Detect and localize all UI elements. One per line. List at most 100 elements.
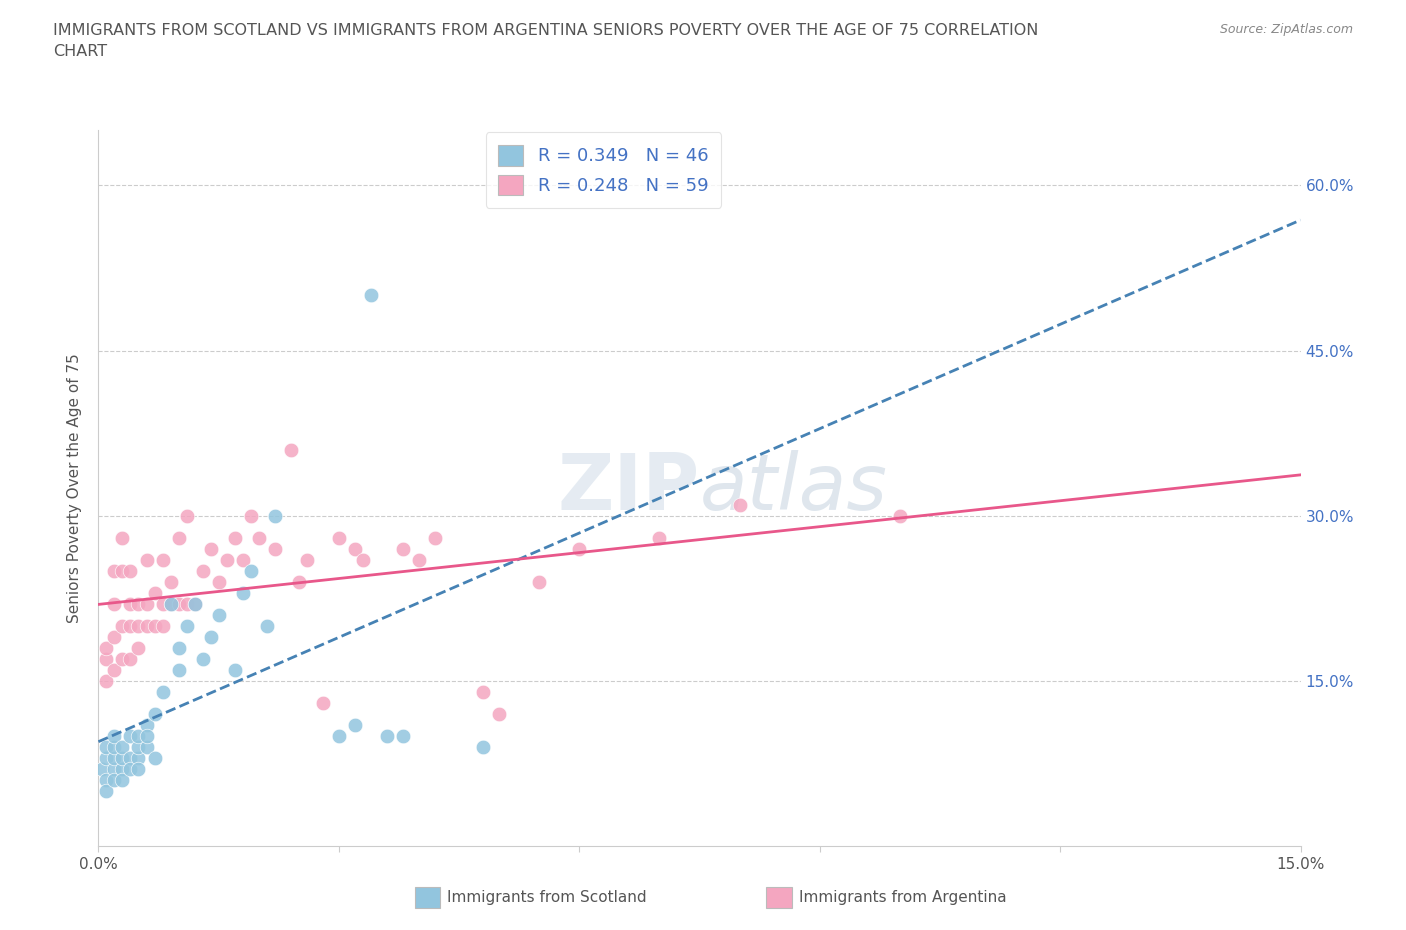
Point [96, 773, 118, 788]
Point [472, 684, 495, 699]
Point [375, 729, 398, 744]
Point [215, 552, 238, 567]
Point [111, 773, 134, 788]
Point [312, 696, 335, 711]
Point [263, 509, 285, 524]
Point [135, 729, 157, 744]
Point [96, 784, 118, 799]
Point [472, 739, 495, 754]
Point [889, 509, 911, 524]
Point [103, 596, 125, 611]
Point [135, 552, 157, 567]
Point [135, 739, 157, 754]
Point [568, 541, 591, 556]
Point [648, 530, 671, 545]
Point [111, 530, 134, 545]
Point [295, 552, 318, 567]
Point [103, 751, 125, 765]
Point [128, 739, 150, 754]
Point [208, 575, 231, 590]
Point [256, 618, 278, 633]
Point [191, 652, 214, 667]
Point [224, 662, 246, 677]
Point [111, 652, 134, 667]
Point [120, 751, 142, 765]
Point [328, 530, 350, 545]
Point [728, 498, 751, 512]
Point [111, 762, 134, 777]
Point [328, 729, 350, 744]
Point [111, 739, 134, 754]
Point [159, 596, 181, 611]
Point [263, 541, 285, 556]
Point [96, 751, 118, 765]
Point [392, 729, 415, 744]
Text: Immigrants from Scotland: Immigrants from Scotland [447, 890, 647, 905]
Point [239, 564, 262, 578]
Point [183, 596, 205, 611]
Point [103, 739, 125, 754]
Point [120, 596, 142, 611]
Point [96, 673, 118, 688]
Point [167, 530, 190, 545]
Point [152, 596, 174, 611]
Point [96, 652, 118, 667]
Text: ZIP: ZIP [557, 450, 700, 526]
Point [103, 729, 125, 744]
Point [200, 541, 222, 556]
Point [208, 607, 231, 622]
Point [191, 564, 214, 578]
Point [135, 596, 157, 611]
Point [176, 618, 198, 633]
Point [128, 751, 150, 765]
Point [529, 575, 551, 590]
Point [239, 509, 262, 524]
Point [120, 729, 142, 744]
Point [128, 596, 150, 611]
Point [176, 596, 198, 611]
Point [488, 707, 510, 722]
Point [103, 630, 125, 644]
Point [103, 773, 125, 788]
Point [183, 596, 205, 611]
Point [352, 552, 374, 567]
Point [96, 739, 118, 754]
Point [167, 596, 190, 611]
Point [120, 652, 142, 667]
Point [167, 641, 190, 656]
Point [120, 618, 142, 633]
Point [288, 575, 311, 590]
Point [143, 586, 166, 601]
Point [128, 618, 150, 633]
Point [360, 288, 382, 303]
Point [111, 564, 134, 578]
Point [128, 641, 150, 656]
Point [111, 751, 134, 765]
Point [176, 509, 198, 524]
Text: atlas: atlas [700, 450, 887, 526]
Point [232, 552, 254, 567]
Point [143, 751, 166, 765]
Point [392, 541, 415, 556]
Point [200, 630, 222, 644]
Point [135, 618, 157, 633]
Point [128, 729, 150, 744]
Point [120, 564, 142, 578]
Point [167, 662, 190, 677]
Point [143, 707, 166, 722]
Point [408, 552, 430, 567]
Text: IMMIGRANTS FROM SCOTLAND VS IMMIGRANTS FROM ARGENTINA SENIORS POVERTY OVER THE A: IMMIGRANTS FROM SCOTLAND VS IMMIGRANTS F… [53, 23, 1039, 60]
Point [343, 541, 366, 556]
Point [152, 684, 174, 699]
Point [111, 618, 134, 633]
Legend: R = 0.349   N = 46, R = 0.248   N = 59: R = 0.349 N = 46, R = 0.248 N = 59 [485, 132, 721, 208]
Text: Immigrants from Argentina: Immigrants from Argentina [799, 890, 1007, 905]
Y-axis label: Seniors Poverty Over the Age of 75: Seniors Poverty Over the Age of 75 [67, 353, 83, 623]
Point [280, 443, 302, 458]
Point [423, 530, 446, 545]
Point [120, 762, 142, 777]
Point [96, 641, 118, 656]
Point [159, 596, 181, 611]
Point [143, 618, 166, 633]
Point [152, 618, 174, 633]
